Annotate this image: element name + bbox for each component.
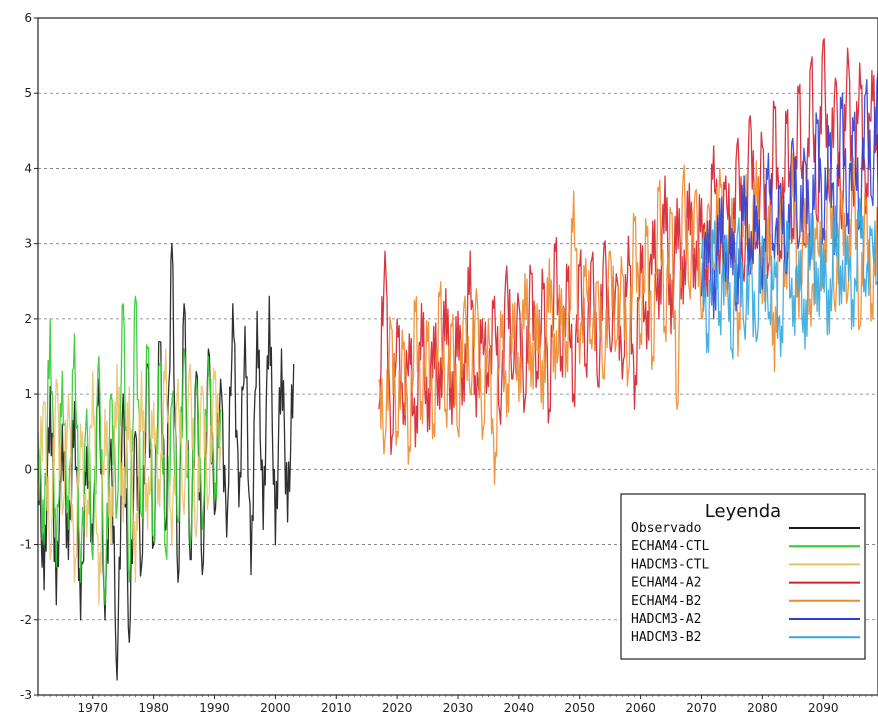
y-tick-label: 1 (24, 387, 32, 401)
legend-label: HADCM3-CTL (631, 557, 709, 572)
x-tick-label: 2030 (443, 701, 474, 715)
y-tick-label: 4 (24, 161, 32, 175)
y-tick-label: -1 (20, 538, 32, 552)
y-tick-label: 6 (24, 11, 32, 25)
legend: Leyenda Observado ECHAM4-CTL HADCM3-CTL ECH… (620, 493, 866, 660)
y-tick-label: 3 (24, 237, 32, 251)
legend-label: HADCM3-A2 (631, 612, 701, 627)
legend-label: ECHAM4-CTL (631, 539, 709, 554)
series-lines (37, 38, 878, 681)
x-tick-label: 2010 (321, 701, 352, 715)
axis-ticks: -3 -2 -1 0 1 2 3 4 5 6 1970 1980 1990 2000 2010 2020 203… (20, 11, 878, 715)
x-tick-label: 1990 (199, 701, 230, 715)
y-tick-label: 0 (24, 462, 32, 476)
x-tick-label: 2020 (382, 701, 413, 715)
y-tick-label: -3 (20, 688, 32, 702)
series-line-hadcm3-a2 (700, 70, 878, 320)
x-tick-label: 2070 (686, 701, 717, 715)
legend-label: Observado (631, 521, 701, 536)
x-tick-label: 1980 (138, 701, 169, 715)
y-tick-label: -2 (20, 613, 32, 627)
series-line-hadcm3-b2 (700, 197, 878, 360)
x-tick-label: 2000 (260, 701, 291, 715)
series-line-echam4-ctl (37, 295, 222, 606)
series-line-echam4-a2 (378, 38, 878, 455)
x-tick-label: 2050 (564, 701, 595, 715)
y-tick-label: 2 (24, 312, 32, 326)
series-line-hadcm3-ctl (37, 348, 222, 606)
x-tick-label: 1970 (78, 701, 109, 715)
x-tick-label: 2040 (504, 701, 535, 715)
legend-title: Leyenda (705, 501, 781, 522)
x-tick-label: 2090 (808, 701, 839, 715)
series-line-observado (37, 243, 295, 681)
x-tick-label: 2080 (747, 701, 778, 715)
legend-box (620, 493, 866, 660)
legend-label: ECHAM4-B2 (631, 594, 701, 609)
legend-items: Observado ECHAM4-CTL HADCM3-CTL ECHAM4-A2 EC… (631, 521, 860, 645)
y-tick-label: 5 (24, 86, 32, 100)
x-tick-label: 2060 (625, 701, 656, 715)
legend-label: ECHAM4-A2 (631, 576, 701, 591)
legend-label: HADCM3-B2 (631, 630, 701, 645)
